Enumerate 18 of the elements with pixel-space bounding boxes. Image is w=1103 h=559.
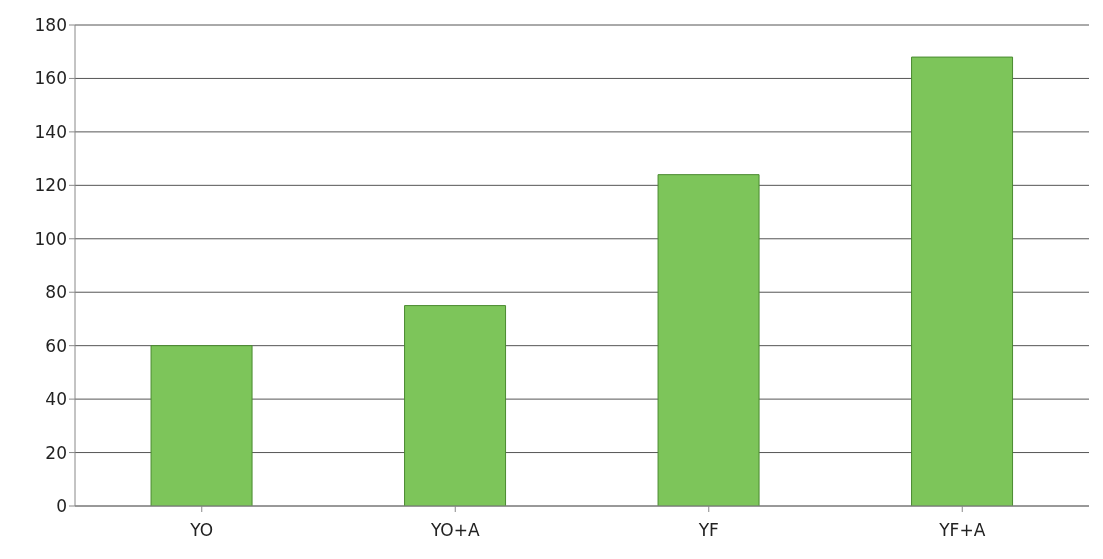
x-tick-label: YO+A [429,520,480,541]
y-tick-label: 20 [45,442,67,463]
y-tick-label: 160 [34,68,67,89]
bar [404,305,507,506]
y-tick-label: 120 [34,175,67,196]
bar [657,174,760,506]
x-tick-label: YO [189,520,214,541]
y-tick-label: 60 [45,335,67,356]
y-tick-label: 0 [56,496,67,517]
y-tick-label: 100 [34,228,67,249]
x-tick-label: YF+A [938,520,986,541]
y-tick-label: 40 [45,389,67,410]
x-tick-label: YF [697,520,719,541]
y-tick-label: 80 [45,282,67,303]
y-tick-label: 180 [34,15,67,36]
bar [911,56,1014,506]
bar [150,345,253,506]
y-tick-label: 140 [34,121,67,142]
